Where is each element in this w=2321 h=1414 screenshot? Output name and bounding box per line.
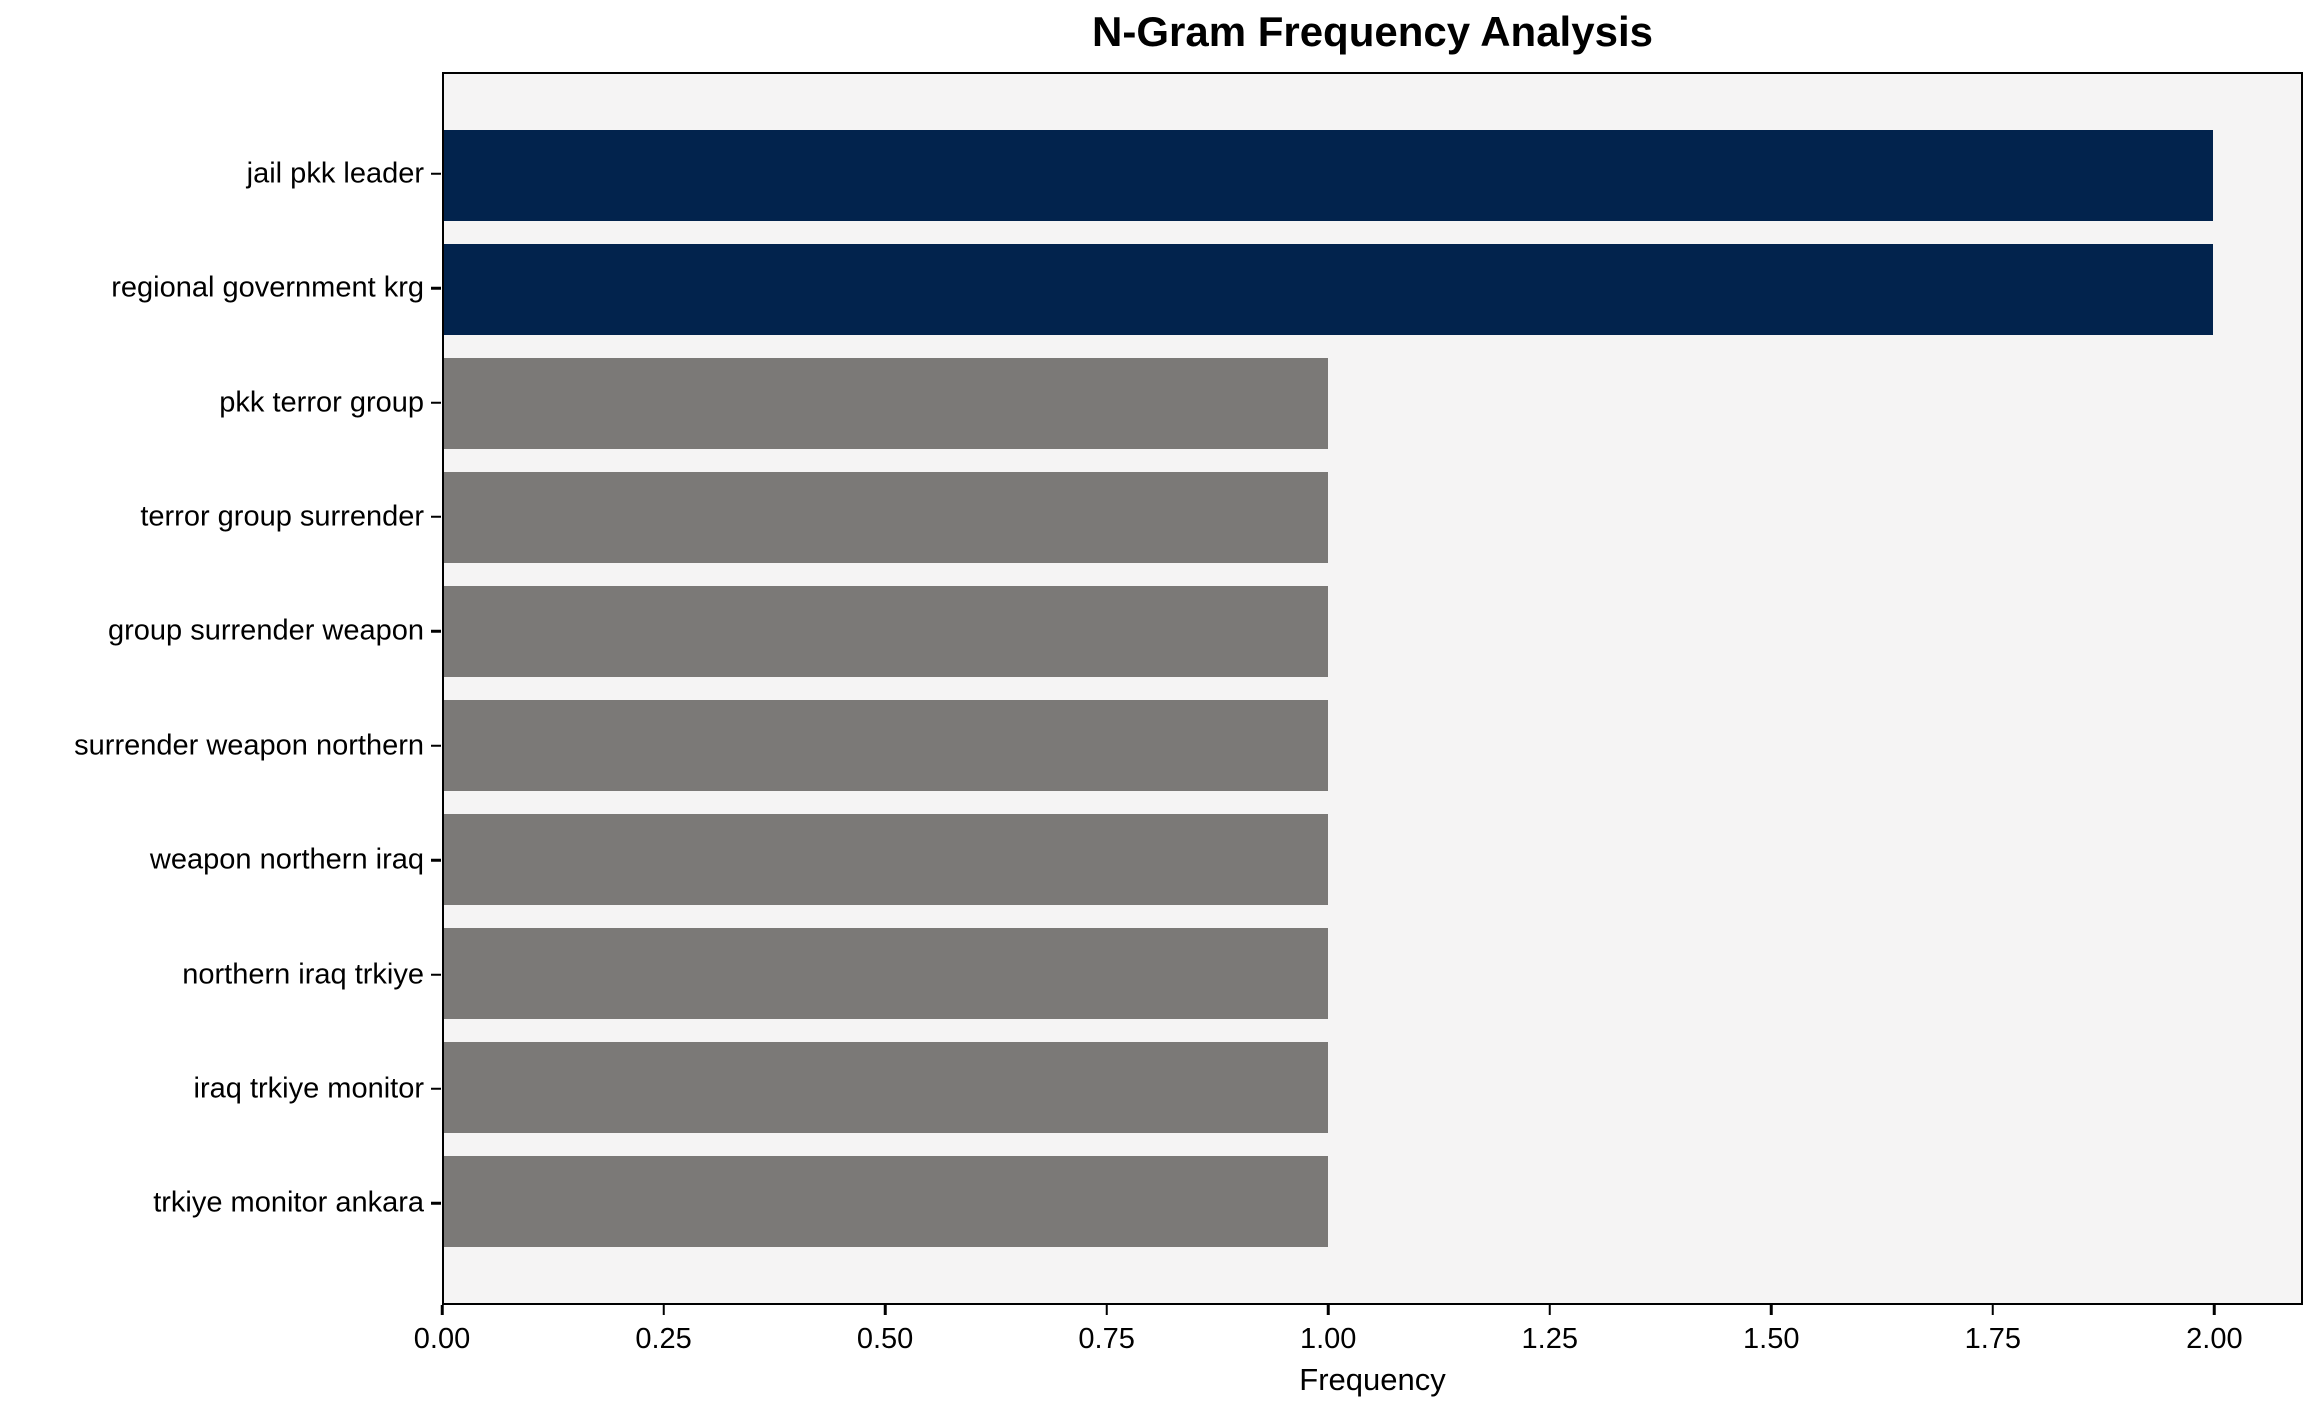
y-tick-label: surrender weapon northern	[74, 729, 424, 762]
x-tick-label: 1.50	[1743, 1323, 1800, 1355]
y-tick-label: northern iraq trkiye	[182, 958, 424, 990]
y-tick-mark	[431, 1087, 441, 1091]
x-tick-mark	[1105, 1305, 1108, 1315]
bar-row	[444, 347, 2301, 461]
bar-trkiye-monitor-ankara	[444, 1155, 1329, 1248]
plot-area	[442, 72, 2303, 1305]
y-tick-mark	[431, 515, 441, 519]
bar-weapon-northern-iraq	[444, 813, 1329, 906]
x-tick-mark	[440, 1305, 444, 1315]
x-tick-mark	[1326, 1305, 1330, 1315]
x-tick-label: 0.75	[1078, 1323, 1135, 1355]
y-tick-label: trkiye monitor ankara	[153, 1186, 424, 1219]
x-tick-mark	[1770, 1305, 1773, 1315]
y-tick-label: weapon northern iraq	[149, 843, 424, 876]
bar-regional-government-krg	[444, 243, 2213, 336]
x-tick-mark	[2213, 1305, 2216, 1315]
x-tick-mark	[662, 1305, 665, 1315]
y-tick-mark	[431, 401, 441, 404]
bar-pkk-terror-group	[444, 357, 1329, 450]
bar-row	[444, 1145, 2301, 1259]
x-tick-label: 0.25	[635, 1323, 692, 1355]
bar-row	[444, 119, 2301, 233]
x-tick-mark	[1548, 1305, 1551, 1315]
y-tick-label: pkk terror group	[219, 386, 424, 418]
bar-terror-group-surrender	[444, 471, 1329, 564]
x-tick-mark	[883, 1305, 887, 1315]
x-tick-label: 0.00	[413, 1323, 471, 1355]
y-tick-label: iraq trkiye monitor	[193, 1072, 424, 1105]
bar-row	[444, 917, 2301, 1031]
x-tick-label: 1.75	[1964, 1323, 2022, 1355]
bar-row	[444, 233, 2301, 347]
bar-row	[444, 1031, 2301, 1145]
bar-row	[444, 689, 2301, 803]
y-tick-mark	[431, 858, 441, 862]
bar-group-surrender-weapon	[444, 585, 1329, 678]
x-tick-label: 1.25	[1521, 1323, 1578, 1355]
bar-row	[444, 575, 2301, 689]
x-axis-label: Frequency	[1299, 1362, 1446, 1397]
y-tick-label: jail pkk leader	[246, 157, 424, 190]
bars-container	[444, 74, 2301, 1303]
y-tick-label: group surrender weapon	[108, 614, 424, 647]
x-tick-label: 0.50	[856, 1323, 914, 1355]
chart-title: N-Gram Frequency Analysis	[1092, 8, 1653, 55]
bar-iraq-trkiye-monitor	[444, 1041, 1329, 1134]
x-tick-label: 1.00	[1299, 1323, 1357, 1355]
y-tick-label: regional government krg	[111, 271, 424, 304]
y-tick-mark	[431, 286, 441, 290]
x-tick-mark	[1991, 1305, 1995, 1315]
x-tick-label: 2.00	[2186, 1323, 2243, 1355]
y-tick-mark	[431, 744, 441, 747]
bar-surrender-weapon-northern	[444, 699, 1329, 792]
y-tick-mark	[431, 973, 441, 976]
y-tick-mark	[431, 172, 441, 175]
bar-jail-pkk-leader	[444, 129, 2213, 222]
y-tick-label: terror group surrender	[140, 500, 424, 533]
y-tick-mark	[431, 630, 441, 633]
bar-northern-iraq-trkiye	[444, 927, 1329, 1020]
bar-row	[444, 461, 2301, 575]
y-tick-mark	[431, 1202, 441, 1205]
bar-row	[444, 803, 2301, 917]
